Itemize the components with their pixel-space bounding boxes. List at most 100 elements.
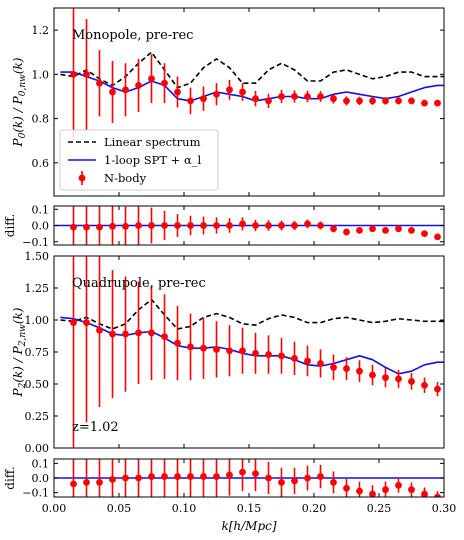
data-point [369, 225, 376, 233]
data-point [174, 88, 181, 96]
data-point [356, 226, 363, 234]
y-label-part: (k) [11, 307, 25, 324]
data-point [70, 70, 77, 78]
data-point [434, 99, 441, 107]
data-point [252, 470, 259, 478]
data-point [96, 478, 103, 486]
y-tick-label: 1.0 [32, 68, 50, 81]
x-tick-label: 0.25 [367, 502, 392, 515]
data-point [343, 228, 350, 236]
plot-area [54, 206, 444, 245]
y-axis-label: diff. [3, 214, 17, 237]
y-tick-label: 0.50 [25, 378, 50, 391]
redshift-label: z=1.02 [72, 420, 119, 435]
y-tick-label: 0.75 [25, 346, 50, 359]
data-point [421, 381, 428, 389]
data-point [304, 93, 311, 100]
data-point [421, 490, 428, 497]
data-point [317, 93, 324, 100]
data-point [239, 468, 246, 476]
data-point [187, 97, 194, 105]
data-point [70, 480, 77, 488]
plot-area [54, 459, 444, 497]
panel-monopole: 0.6 0.8 1.0 1.2 P0(k) / P0,nw(k) Monopole, pr… [11, 7, 445, 197]
data-point [161, 79, 168, 87]
y-label-part: 0 [18, 132, 28, 138]
data-point [213, 222, 220, 229]
data-point [278, 222, 285, 229]
y-tick-label: 0.0 [32, 472, 50, 485]
data-point [395, 225, 402, 233]
legend-entry: Linear spectrum [104, 135, 201, 149]
data-point [356, 487, 363, 495]
legend-box [59, 129, 219, 191]
data-point [226, 222, 233, 229]
data-point [122, 86, 129, 94]
y-tick-label: 1.2 [32, 24, 50, 37]
panel-quadrupole-diff: −0.1 0.0 0.1 0.00 0.05 0.10 0.15 0.20 0.25 0.30 di… [3, 457, 457, 533]
data-point [135, 329, 142, 337]
x-axis-label: k[h/Mpc] [221, 519, 276, 533]
y-tick-label: 0.6 [32, 157, 50, 170]
data-point [278, 93, 285, 100]
data-point [70, 319, 77, 326]
data-point [265, 97, 272, 105]
data-point [252, 349, 259, 357]
data-point [382, 486, 389, 494]
data-point [395, 481, 402, 489]
data-point [109, 476, 116, 483]
data-point [122, 222, 129, 230]
data-point [343, 484, 350, 492]
y-tick-label: 0.1 [32, 203, 50, 216]
y-label-part: 0,nw [18, 74, 28, 96]
series-line-linear [60, 298, 444, 330]
data-point [421, 99, 428, 107]
data-point [109, 222, 116, 230]
data-point [239, 220, 246, 228]
x-tick-label: 0.10 [172, 502, 197, 515]
data-point [330, 363, 337, 371]
data-point [291, 355, 298, 362]
y-tick-label: 1.50 [25, 250, 50, 263]
x-tick-label: 0.30 [432, 502, 457, 515]
y-label-part: P [11, 137, 25, 147]
data-point [330, 95, 337, 103]
data-point [421, 230, 428, 238]
series-line-spt [60, 316, 444, 375]
series-line-linear [60, 51, 444, 89]
y-tick-label: 0.0 [32, 220, 50, 233]
data-point [382, 97, 389, 105]
data-point [252, 222, 259, 229]
data-point [187, 343, 194, 351]
y-label-part: P [11, 387, 25, 397]
data-point [330, 225, 337, 233]
data-point [148, 473, 155, 480]
panel-quadrupole: 0.00 0.25 0.50 0.75 1.00 1.25 1.50 P2(k) / P2,n… [11, 250, 445, 455]
data-point [148, 222, 155, 229]
data-point [213, 90, 220, 98]
data-point [174, 473, 181, 480]
legend-entry: N-body [104, 171, 147, 185]
data-point [200, 222, 207, 229]
data-point [408, 378, 415, 385]
data-point [187, 222, 194, 229]
data-point [161, 333, 168, 341]
x-tick-label: 0.05 [107, 502, 132, 515]
data-point [278, 478, 285, 486]
data-point [369, 97, 376, 105]
data-point [226, 347, 233, 355]
data-point [109, 88, 116, 96]
y-tick-label: −0.1 [22, 236, 49, 249]
data-point [395, 97, 402, 105]
panel-annotation: Quadrupole, pre-rec [72, 276, 206, 291]
data-point [161, 222, 168, 229]
data-point [161, 473, 168, 480]
data-point [226, 86, 233, 94]
data-point [317, 360, 324, 367]
data-point [369, 371, 376, 379]
data-point [135, 222, 142, 229]
data-point [83, 478, 90, 486]
data-point [278, 352, 285, 360]
y-label-part: (k) / P [11, 95, 25, 132]
data-point [70, 223, 77, 231]
